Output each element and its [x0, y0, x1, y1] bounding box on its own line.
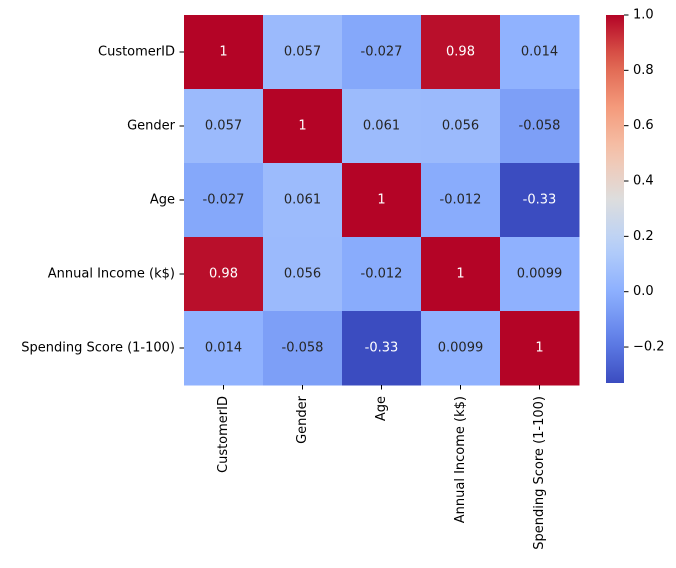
colorbar-tick-label: 0.8 [633, 63, 654, 78]
colorbar-tick-label: 1.0 [633, 8, 654, 23]
cell-annotation: 0.056 [442, 119, 479, 134]
heatmap-cell [263, 15, 343, 90]
colorbar-tick-label: 0.2 [633, 229, 654, 244]
heatmap-cell [500, 15, 580, 90]
heatmap-cell [263, 311, 343, 386]
x-tick-label: CustomerID [216, 396, 231, 473]
colorbar-tick-label: 0.6 [633, 118, 654, 133]
heatmap-cell [342, 237, 422, 312]
x-tick-label: Age [374, 396, 389, 421]
heatmap-cell [184, 89, 264, 164]
cell-annotation: -0.33 [365, 341, 399, 356]
cell-annotation: 0.014 [205, 341, 242, 356]
cell-annotation: -0.058 [282, 341, 324, 356]
heatmap-cell [342, 163, 422, 238]
cell-annotation: 0.056 [284, 267, 321, 282]
y-tick-label: Annual Income (k$) [48, 267, 175, 282]
colorbar: 1.0 0.8 0.6 0.4 0.2 0.0 −0.2 [606, 8, 665, 383]
heatmap-cell [263, 237, 343, 312]
cell-annotation: 0.0099 [517, 267, 563, 282]
heatmap-cell [500, 311, 580, 386]
colorbar-gradient [606, 15, 624, 383]
cell-annotation: -0.012 [440, 193, 482, 208]
heatmap-cell [500, 237, 580, 312]
x-tick-label: Gender [295, 395, 310, 444]
heatmap-cell [421, 163, 501, 238]
heatmap-cell [421, 311, 501, 386]
cell-annotation: 1 [219, 45, 227, 60]
heatmap-cell [263, 163, 343, 238]
colorbar-tick-label: 0.0 [633, 284, 654, 299]
cell-annotation: -0.027 [361, 45, 403, 60]
cell-annotation: 0.98 [209, 267, 238, 282]
cell-annotation: -0.027 [203, 193, 245, 208]
y-axis: CustomerID Gender Age Annual Income (k$) Spe… [21, 45, 184, 356]
cell-annotation: 1 [456, 267, 464, 282]
heatmap-cell [184, 15, 264, 90]
heatmap-cell [184, 311, 264, 386]
heatmap-cell [421, 89, 501, 164]
cell-annotation: 0.057 [284, 45, 321, 60]
heatmap-cell [263, 89, 343, 164]
heatmap-cell [342, 311, 422, 386]
cell-annotation: 0.0099 [438, 341, 484, 356]
x-axis: CustomerID Gender Age Annual Income (k$) Spe… [216, 385, 547, 550]
cell-annotation: 0.014 [521, 45, 558, 60]
colorbar-tick-label: 0.4 [633, 174, 654, 189]
heatmap-cell [421, 237, 501, 312]
heatmap-cell [500, 89, 580, 164]
heatmap-cell [421, 15, 501, 90]
heatmap-annotations: 1 0.057 -0.027 0.98 0.014 0.057 1 0.061 0.056 -0.… [203, 45, 563, 356]
heatmap-cell [184, 237, 264, 312]
heatmap-cell [184, 163, 264, 238]
heatmap-cell [500, 163, 580, 238]
cell-annotation: 0.061 [284, 193, 321, 208]
cell-annotation: -0.012 [361, 267, 403, 282]
cell-annotation: 1 [298, 119, 306, 134]
cell-annotation: -0.058 [519, 119, 561, 134]
x-tick-label: Spending Score (1-100) [532, 396, 547, 550]
cell-annotation: 0.98 [446, 45, 475, 60]
y-tick-label: Spending Score (1-100) [21, 341, 175, 356]
y-tick-label: Age [150, 193, 175, 208]
cell-annotation: 1 [377, 193, 385, 208]
cell-annotation: 1 [535, 341, 543, 356]
heatmap-cell [342, 89, 422, 164]
y-tick-label: Gender [127, 119, 176, 134]
heatmap-cell [342, 15, 422, 90]
cell-annotation: 0.057 [205, 119, 242, 134]
heatmap-cells [184, 15, 580, 386]
cell-annotation: -0.33 [523, 193, 557, 208]
y-tick-label: CustomerID [98, 45, 175, 60]
x-tick-label: Annual Income (k$) [453, 396, 468, 523]
colorbar-tick-label: −0.2 [633, 340, 665, 355]
cell-annotation: 0.061 [363, 119, 400, 134]
